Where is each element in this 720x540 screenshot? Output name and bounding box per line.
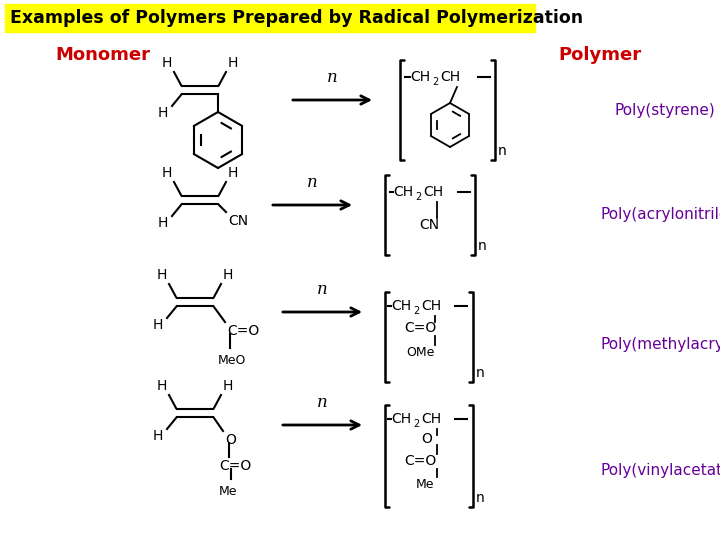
Text: C=O: C=O — [404, 454, 436, 468]
Text: CN: CN — [419, 218, 439, 232]
Text: C=O: C=O — [219, 459, 251, 473]
Text: Poly(methylacrylate): Poly(methylacrylate) — [600, 338, 720, 353]
Text: H: H — [228, 166, 238, 180]
Text: CN: CN — [228, 214, 248, 228]
Text: C=O: C=O — [404, 321, 436, 335]
Text: H: H — [153, 318, 163, 332]
Text: H: H — [161, 56, 172, 70]
Text: Poly(vinylacetate): Poly(vinylacetate) — [600, 462, 720, 477]
FancyBboxPatch shape — [5, 4, 535, 32]
Text: Me: Me — [415, 478, 434, 491]
Text: Polymer: Polymer — [559, 46, 642, 64]
Text: n: n — [476, 366, 485, 380]
Text: CH: CH — [423, 185, 443, 199]
Text: 2: 2 — [432, 77, 438, 87]
Text: CH: CH — [391, 299, 411, 313]
Text: CH: CH — [391, 412, 411, 426]
Text: n: n — [317, 281, 328, 298]
Text: Examples of Polymers Prepared by Radical Polymerization: Examples of Polymers Prepared by Radical… — [10, 9, 583, 27]
Text: CH: CH — [440, 70, 460, 84]
Text: H: H — [157, 379, 167, 393]
Text: 2: 2 — [413, 419, 419, 429]
Text: C=O: C=O — [227, 324, 259, 338]
Text: n: n — [498, 144, 507, 158]
Text: n: n — [327, 69, 338, 86]
Text: O: O — [225, 433, 236, 447]
Text: n: n — [476, 491, 485, 505]
Text: CH: CH — [410, 70, 430, 84]
Text: H: H — [228, 56, 238, 70]
Text: OMe: OMe — [406, 346, 434, 359]
Text: Poly(acrylonitrile): Poly(acrylonitrile) — [600, 207, 720, 222]
Text: Monomer: Monomer — [55, 46, 150, 64]
Text: MeO: MeO — [218, 354, 246, 367]
Text: H: H — [158, 106, 168, 120]
Text: 2: 2 — [415, 192, 421, 202]
Text: H: H — [223, 379, 233, 393]
Text: CH: CH — [393, 185, 413, 199]
Text: n: n — [307, 174, 318, 191]
Text: CH: CH — [421, 299, 441, 313]
Text: Me: Me — [219, 485, 238, 498]
Text: CH: CH — [421, 412, 441, 426]
Text: H: H — [223, 268, 233, 282]
Text: H: H — [157, 268, 167, 282]
Text: H: H — [153, 429, 163, 443]
Text: O: O — [422, 432, 433, 446]
Text: 2: 2 — [413, 306, 419, 316]
Text: Poly(styrene): Poly(styrene) — [615, 103, 716, 118]
Text: H: H — [161, 166, 172, 180]
Text: H: H — [158, 216, 168, 230]
Text: n: n — [478, 239, 487, 253]
Text: n: n — [317, 394, 328, 411]
